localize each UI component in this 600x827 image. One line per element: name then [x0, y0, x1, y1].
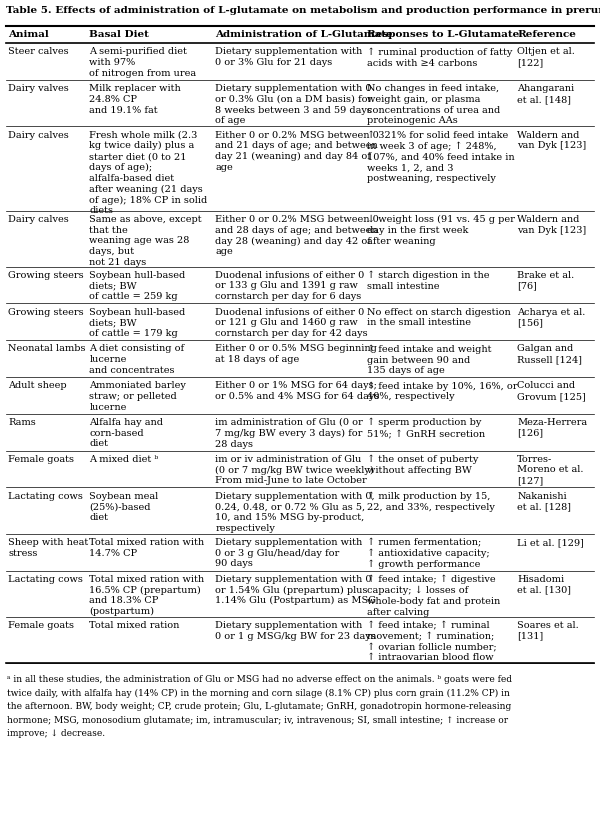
Text: Dairy calves: Dairy calves — [8, 131, 69, 140]
Text: Ahangarani
et al. [148]: Ahangarani et al. [148] — [517, 84, 574, 104]
Text: Total mixed ration with
14.7% CP: Total mixed ration with 14.7% CP — [89, 538, 205, 557]
Text: Responses to L-Glutamate: Responses to L-Glutamate — [367, 30, 519, 39]
Text: ↑ milk production by 15,
22, and 33%, respectively: ↑ milk production by 15, 22, and 33%, re… — [367, 491, 494, 512]
Text: Total mixed ration: Total mixed ration — [89, 621, 180, 630]
Text: Alfalfa hay and
corn-based
diet: Alfalfa hay and corn-based diet — [89, 418, 163, 448]
Text: Torres-
Moreno et al.
[127]: Torres- Moreno et al. [127] — [517, 455, 584, 485]
Text: Administration of L-Glutamate: Administration of L-Glutamate — [215, 30, 393, 39]
Text: A diet consisting of
lucerne
and concentrates: A diet consisting of lucerne and concent… — [89, 344, 185, 375]
Text: No effect on starch digestion
in the small intestine: No effect on starch digestion in the sma… — [367, 308, 511, 327]
Text: Waldern and
van Dyk [123]: Waldern and van Dyk [123] — [517, 215, 586, 235]
Text: Female goats: Female goats — [8, 621, 74, 630]
Text: im administration of Glu (0 or
7 mg/kg BW every 3 days) for
28 days: im administration of Glu (0 or 7 mg/kg B… — [215, 418, 363, 448]
Text: No changes in feed intake,
weight gain, or plasma
concentrations of urea and
pro: No changes in feed intake, weight gain, … — [367, 84, 500, 126]
Text: A mixed diet ᵇ: A mixed diet ᵇ — [89, 455, 158, 464]
Text: the afternoon. BW, body weight; CP, crude protein; Glu, L-glutamate; GnRH, gonad: the afternoon. BW, body weight; CP, crud… — [7, 702, 512, 711]
Text: Dietary supplementation with 0,
0.24, 0.48, or 0.72 % Glu as 5,
10, and 15% MSG : Dietary supplementation with 0, 0.24, 0.… — [215, 491, 375, 533]
Text: Growing steers: Growing steers — [8, 270, 84, 280]
Text: Brake et al.
[76]: Brake et al. [76] — [517, 270, 574, 290]
Text: Soybean meal
(25%)-based
diet: Soybean meal (25%)-based diet — [89, 491, 158, 522]
Text: twice daily, with alfalfa hay (14% CP) in the morning and corn silage (8.1% CP) : twice daily, with alfalfa hay (14% CP) i… — [7, 689, 511, 698]
Text: Either 0 or 0.2% MSG between 0
and 28 days of age; and between
day 28 (weaning) : Either 0 or 0.2% MSG between 0 and 28 da… — [215, 215, 379, 256]
Text: Table 5. Effects of administration of L-glutamate on metabolism and production p: Table 5. Effects of administration of L-… — [6, 6, 600, 15]
Text: ↑ rumen fermentation;
↑ antioxidative capacity;
↑ growth performance: ↑ rumen fermentation; ↑ antioxidative ca… — [367, 538, 489, 570]
Text: Rams: Rams — [8, 418, 36, 427]
Text: ↓ weight loss (91 vs. 45 g per
day in the first week
after weaning: ↓ weight loss (91 vs. 45 g per day in th… — [367, 215, 514, 246]
Text: Adult sheep: Adult sheep — [8, 381, 67, 390]
Text: Dietary supplementation with
0 or 3 g Glu/head/day for
90 days: Dietary supplementation with 0 or 3 g Gl… — [215, 538, 362, 568]
Text: Ammoniated barley
straw; or pelleted
lucerne: Ammoniated barley straw; or pelleted luc… — [89, 381, 186, 412]
Text: Animal: Animal — [8, 30, 49, 39]
Text: ↑ starch digestion in the
small intestine: ↑ starch digestion in the small intestin… — [367, 270, 489, 291]
Text: Sheep with heat
stress: Sheep with heat stress — [8, 538, 89, 557]
Text: Basal Diet: Basal Diet — [89, 30, 149, 39]
Text: ↑ feed intake; ↑ digestive
capacity; ↓ losses of
whole-body fat and protein
afte: ↑ feed intake; ↑ digestive capacity; ↓ l… — [367, 575, 500, 617]
Text: Fresh whole milk (2.3
kg twice daily) plus a
starter diet (0 to 21
days of age);: Fresh whole milk (2.3 kg twice daily) pl… — [89, 131, 208, 215]
Text: ↑ feed intake; ↑ ruminal
movement; ↑ rumination;
↑ ovarian follicle number;
↑ in: ↑ feed intake; ↑ ruminal movement; ↑ rum… — [367, 621, 496, 662]
Text: Growing steers: Growing steers — [8, 308, 84, 317]
Text: Waldern and
van Dyk [123]: Waldern and van Dyk [123] — [517, 131, 586, 151]
Text: ↑ ruminal production of fatty
acids with ≥4 carbons: ↑ ruminal production of fatty acids with… — [367, 47, 512, 68]
Text: A semi-purified diet
with 97%
of nitrogen from urea: A semi-purified diet with 97% of nitroge… — [89, 47, 197, 78]
Text: Same as above, except
that the
weaning age was 28
days, but
not 21 days: Same as above, except that the weaning a… — [89, 215, 202, 267]
Text: Li et al. [129]: Li et al. [129] — [517, 538, 584, 547]
Text: Meza-Herrera
[126]: Meza-Herrera [126] — [517, 418, 587, 437]
Text: ᵃ in all these studies, the administration of Glu or MSG had no adverse effect o: ᵃ in all these studies, the administrati… — [7, 675, 512, 684]
Text: Dairy valves: Dairy valves — [8, 84, 69, 93]
Text: ↑ feed intake by 10%, 16%, or
40%, respectively: ↑ feed intake by 10%, 16%, or 40%, respe… — [367, 381, 517, 401]
Text: Dairy calves: Dairy calves — [8, 215, 69, 224]
Text: Dietary supplementation with 0
or 0.3% Glu (on a DM basis) for
8 weeks between 3: Dietary supplementation with 0 or 0.3% G… — [215, 84, 373, 126]
Text: Either 0 or 0.2% MSG between 0
and 21 days of age; and between
day 21 (weaning) : Either 0 or 0.2% MSG between 0 and 21 da… — [215, 131, 379, 172]
Text: Dietary supplementation with 0
or 1.54% Glu (prepartum) plus
1.14% Glu (Postpart: Dietary supplementation with 0 or 1.54% … — [215, 575, 376, 605]
Text: ↑ the onset of puberty
without affecting BW: ↑ the onset of puberty without affecting… — [367, 455, 478, 475]
Text: Colucci and
Grovum [125]: Colucci and Grovum [125] — [517, 381, 586, 401]
Text: ↑ 321% for solid feed intake
in week 3 of age; ↑ 248%,
107%, and 40% feed intake: ↑ 321% for solid feed intake in week 3 o… — [367, 131, 514, 183]
Text: Soybean hull-based
diets; BW
of cattle = 259 kg: Soybean hull-based diets; BW of cattle =… — [89, 270, 185, 301]
Text: Galgan and
Russell [124]: Galgan and Russell [124] — [517, 344, 582, 364]
Text: Soares et al.
[131]: Soares et al. [131] — [517, 621, 579, 641]
Text: ↑ feed intake and weight
gain between 90 and
135 days of age: ↑ feed intake and weight gain between 90… — [367, 344, 491, 375]
Text: Hisadomi
et al. [130]: Hisadomi et al. [130] — [517, 575, 571, 595]
Text: Dietary supplementation with
0 or 1 g MSG/kg BW for 23 days: Dietary supplementation with 0 or 1 g MS… — [215, 621, 376, 641]
Text: Duodenal infusions of either 0
or 121 g Glu and 1460 g raw
cornstarch per day fo: Duodenal infusions of either 0 or 121 g … — [215, 308, 368, 338]
Text: Lactating cows: Lactating cows — [8, 491, 83, 500]
Text: Either 0 or 0.5% MSG beginning
at 18 days of age: Either 0 or 0.5% MSG beginning at 18 day… — [215, 344, 377, 364]
Text: Nakanishi
et al. [128]: Nakanishi et al. [128] — [517, 491, 571, 511]
Text: ↑ sperm production by
51%; ↑ GnRH secretion: ↑ sperm production by 51%; ↑ GnRH secret… — [367, 418, 485, 438]
Text: Total mixed ration with
16.5% CP (prepartum)
and 18.3% CP
(postpartum): Total mixed ration with 16.5% CP (prepar… — [89, 575, 205, 616]
Text: hormone; MSG, monosodium glutamate; im, intramuscular; iv, intravenous; SI, smal: hormone; MSG, monosodium glutamate; im, … — [7, 715, 509, 724]
Text: Milk replacer with
24.8% CP
and 19.1% fat: Milk replacer with 24.8% CP and 19.1% fa… — [89, 84, 181, 115]
Text: improve; ↓ decrease.: improve; ↓ decrease. — [7, 729, 106, 739]
Text: Reference: Reference — [517, 30, 576, 39]
Text: Dietary supplementation with
0 or 3% Glu for 21 days: Dietary supplementation with 0 or 3% Glu… — [215, 47, 362, 67]
Text: Duodenal infusions of either 0
or 133 g Glu and 1391 g raw
cornstarch per day fo: Duodenal infusions of either 0 or 133 g … — [215, 270, 365, 301]
Text: Either 0 or 1% MSG for 64 days;
or 0.5% and 4% MSG for 64 days: Either 0 or 1% MSG for 64 days; or 0.5% … — [215, 381, 380, 401]
Text: Steer calves: Steer calves — [8, 47, 69, 56]
Text: Female goats: Female goats — [8, 455, 74, 464]
Text: Oltjen et al.
[122]: Oltjen et al. [122] — [517, 47, 575, 67]
Text: Neonatal lambs: Neonatal lambs — [8, 344, 86, 353]
Text: im or iv administration of Glu
(0 or 7 mg/kg BW twice weekly)
From mid-June to l: im or iv administration of Glu (0 or 7 m… — [215, 455, 374, 485]
Text: Soybean hull-based
diets; BW
of cattle = 179 kg: Soybean hull-based diets; BW of cattle =… — [89, 308, 185, 338]
Text: Lactating cows: Lactating cows — [8, 575, 83, 584]
Text: Acharya et al.
[156]: Acharya et al. [156] — [517, 308, 586, 327]
